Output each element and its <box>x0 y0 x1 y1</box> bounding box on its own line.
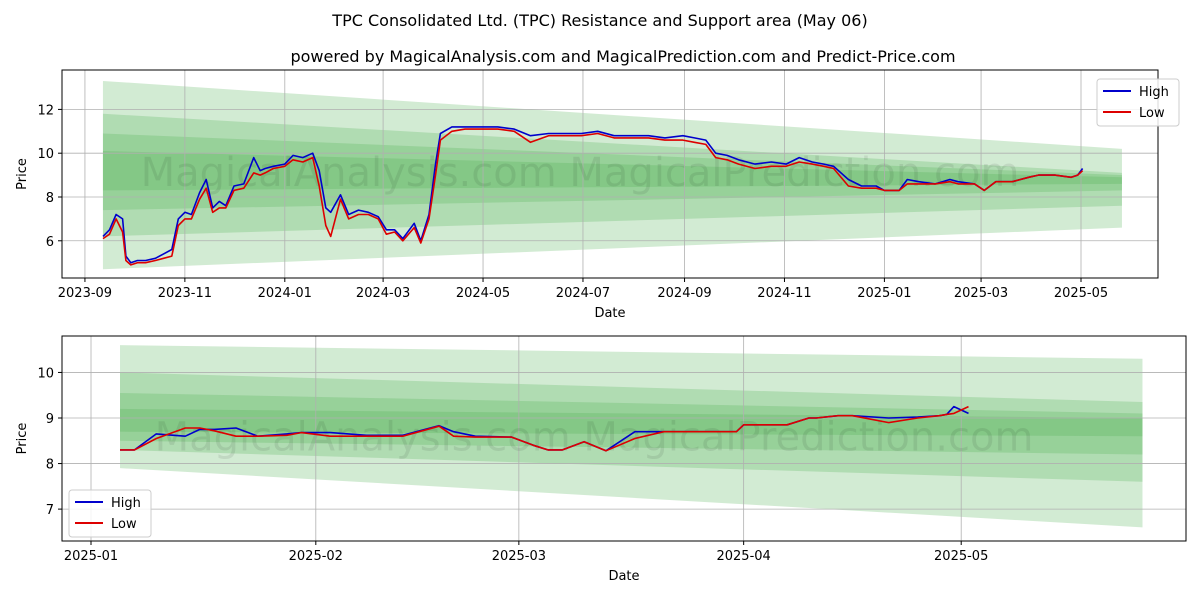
grid <box>62 336 1186 541</box>
x-tick-label: 2024-03 <box>356 286 410 301</box>
y-tick-label: 9 <box>46 412 54 427</box>
grid <box>62 70 1158 278</box>
support-resistance-band <box>120 408 1143 437</box>
x-tick-label: 2024-05 <box>456 286 510 301</box>
y-tick-label: 8 <box>46 191 54 206</box>
x-tick-label: 2025-01 <box>857 286 911 301</box>
legend-label-high: High <box>1139 85 1169 100</box>
series-lines <box>102 126 1084 266</box>
y-tick-label: 10 <box>37 147 54 162</box>
y-tick-label: 8 <box>46 458 54 473</box>
x-tick-label: 2025-03 <box>492 549 546 564</box>
x-tick-label: 2023-09 <box>58 286 112 301</box>
legend-label-high: High <box>111 496 141 511</box>
support-resistance-band <box>120 345 1143 528</box>
y-axis-label: Price <box>15 423 30 455</box>
x-tick-label: 2024-01 <box>258 286 312 301</box>
x-tick-label: 2024-09 <box>657 286 711 301</box>
chart-subtitle: powered by MagicalAnalysis.com and Magic… <box>290 47 955 66</box>
support-resistance-band <box>102 113 1122 237</box>
bottom-chart-panel: MagicalAnalysis.com MagicalPrediction.co… <box>15 335 1187 584</box>
y-axis-label: Price <box>15 158 30 190</box>
y-tick-label: 12 <box>37 103 54 118</box>
legend: High Low <box>68 489 152 538</box>
y-tick-label: 6 <box>46 235 54 250</box>
series-line-low <box>102 128 1084 266</box>
x-tick-label: 2025-01 <box>64 549 118 564</box>
x-axis-label: Date <box>594 306 625 321</box>
legend-label-low: Low <box>111 517 137 532</box>
y-tick-label: 10 <box>37 366 54 381</box>
support-resistance-bands <box>102 80 1122 270</box>
support-resistance-bands <box>120 345 1143 528</box>
watermark-text: MagicalAnalysis.com MagicalPrediction.co… <box>155 415 1034 461</box>
legend: High Low <box>1096 78 1180 127</box>
x-tick-label: 2025-05 <box>1054 286 1108 301</box>
support-resistance-band <box>120 372 1143 482</box>
y-tick-label: 7 <box>46 503 54 518</box>
chart-title: TPC Consolidated Ltd. (TPC) Resistance a… <box>331 11 867 30</box>
series-line-low <box>120 405 969 452</box>
x-axis-label: Date <box>608 569 639 584</box>
legend-label-low: Low <box>1139 106 1165 121</box>
support-resistance-band <box>102 80 1122 270</box>
x-tick-label: 2024-07 <box>556 286 610 301</box>
plot-frame <box>61 69 1159 279</box>
support-resistance-band <box>102 133 1122 211</box>
support-resistance-band <box>120 392 1143 455</box>
x-tick-label: 2025-03 <box>954 286 1008 301</box>
support-resistance-band <box>102 151 1122 191</box>
plot-frame <box>61 335 1187 542</box>
watermark-text: MagicalAnalysis.com MagicalPrediction.co… <box>141 150 1020 196</box>
top-chart-panel: MagicalAnalysis.com MagicalPrediction.co… <box>15 69 1180 321</box>
x-tick-label: 2025-04 <box>716 549 770 564</box>
x-tick-label: 2025-02 <box>289 549 343 564</box>
x-tick-label: 2024-11 <box>757 286 811 301</box>
x-tick-label: 2025-05 <box>934 549 988 564</box>
x-tick-label: 2023-11 <box>158 286 212 301</box>
series-lines <box>120 405 969 452</box>
